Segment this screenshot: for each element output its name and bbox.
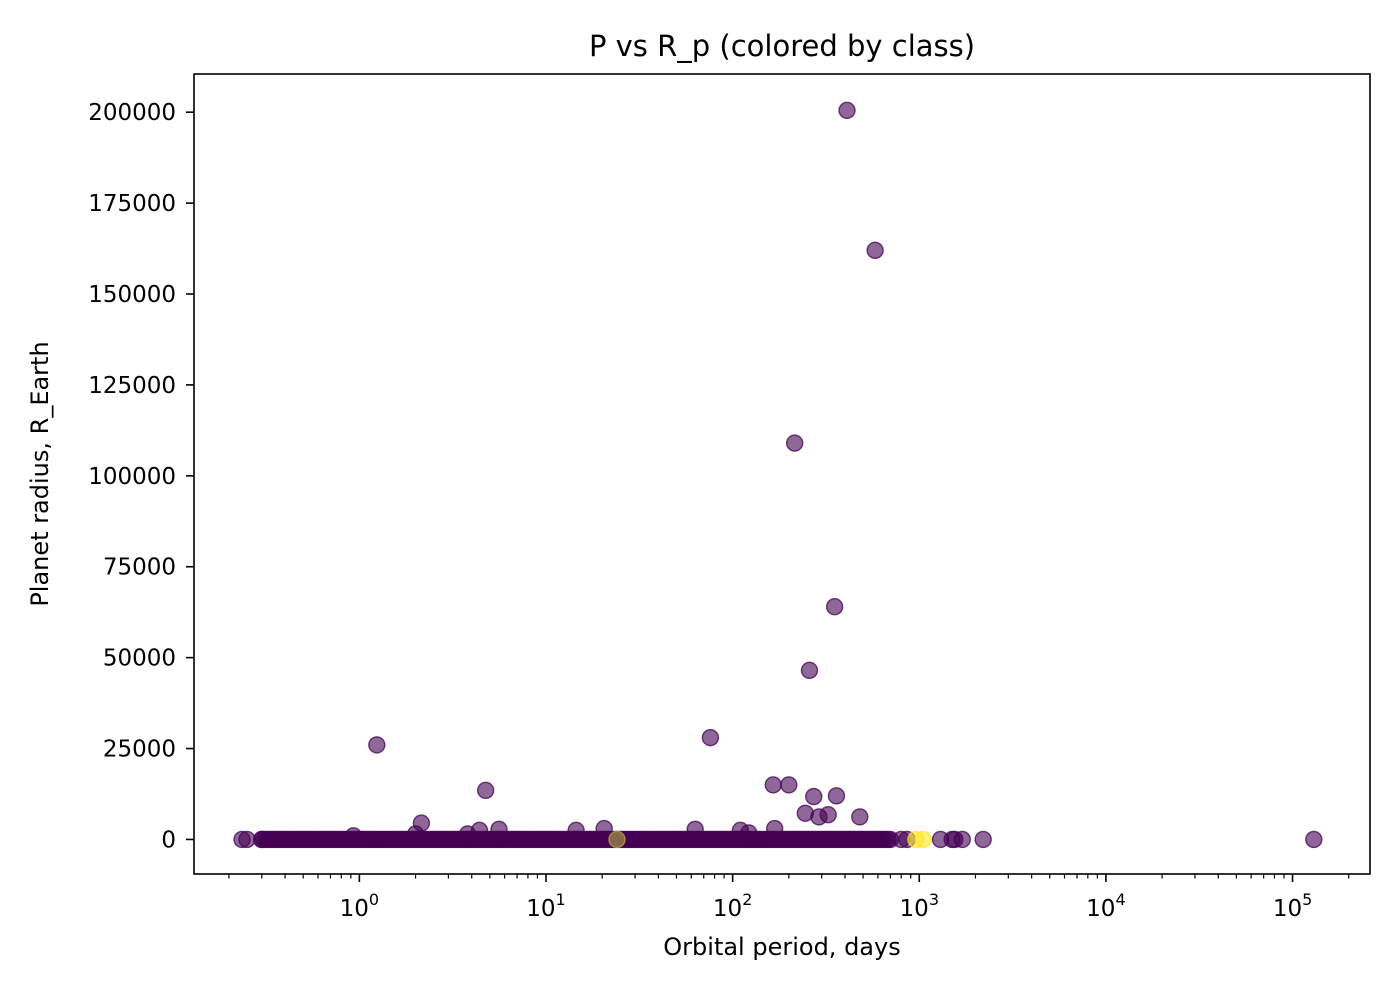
y-tick-label: 175000 bbox=[88, 191, 176, 217]
data-point bbox=[764, 776, 782, 794]
data-point bbox=[490, 820, 508, 838]
data-point bbox=[805, 787, 823, 806]
y-tick-label: 50000 bbox=[103, 646, 176, 672]
data-point bbox=[785, 434, 804, 452]
data-point bbox=[800, 661, 819, 680]
y-axis-label: Planet radius, R_Earth bbox=[26, 341, 54, 606]
x-tick-label: 102 bbox=[713, 890, 752, 922]
data-point bbox=[953, 830, 971, 849]
data-point bbox=[470, 821, 489, 840]
data-point bbox=[406, 825, 425, 843]
data-point bbox=[851, 808, 869, 826]
chart-title: P vs R_p (colored by class) bbox=[589, 29, 975, 63]
x-tick-label: 101 bbox=[526, 890, 565, 922]
data-point bbox=[825, 598, 844, 616]
data-point bbox=[253, 830, 271, 849]
data-point bbox=[740, 824, 758, 842]
data-point bbox=[914, 830, 932, 849]
x-axis-label: Orbital period, days bbox=[663, 933, 900, 961]
y-axis-ticks: 0 25000 50000 75000 100000 125000 150000 175000… bbox=[88, 100, 194, 853]
data-point bbox=[827, 787, 846, 805]
x-tick-label: 105 bbox=[1273, 890, 1312, 922]
x-axis-ticks: 100 101 102 103 104 105 bbox=[228, 874, 1350, 922]
data-point bbox=[595, 819, 613, 838]
y-tick-label: 125000 bbox=[88, 373, 176, 399]
data-point bbox=[701, 728, 720, 747]
data-points bbox=[233, 101, 1323, 849]
data-point bbox=[974, 830, 992, 849]
data-point bbox=[344, 827, 363, 845]
data-point bbox=[238, 830, 256, 849]
y-tick-label: 75000 bbox=[103, 555, 176, 581]
y-tick-label: 0 bbox=[161, 827, 176, 853]
data-point bbox=[866, 241, 884, 260]
data-point bbox=[476, 781, 495, 800]
y-tick-label: 200000 bbox=[88, 100, 176, 126]
x-tick-label: 100 bbox=[340, 890, 379, 922]
x-tick-label: 104 bbox=[1086, 890, 1125, 922]
data-point bbox=[608, 830, 626, 849]
data-point bbox=[567, 821, 585, 840]
data-point bbox=[765, 819, 784, 838]
y-tick-label: 25000 bbox=[103, 737, 176, 763]
y-tick-label: 150000 bbox=[88, 282, 176, 308]
data-point bbox=[686, 820, 704, 838]
data-point bbox=[368, 736, 386, 754]
data-point bbox=[780, 776, 798, 794]
data-point bbox=[819, 806, 837, 824]
y-tick-label: 100000 bbox=[88, 464, 176, 490]
data-point bbox=[838, 101, 856, 120]
plot-area-frame bbox=[193, 73, 1371, 875]
data-point bbox=[1305, 830, 1323, 849]
x-tick-label: 103 bbox=[900, 890, 939, 922]
